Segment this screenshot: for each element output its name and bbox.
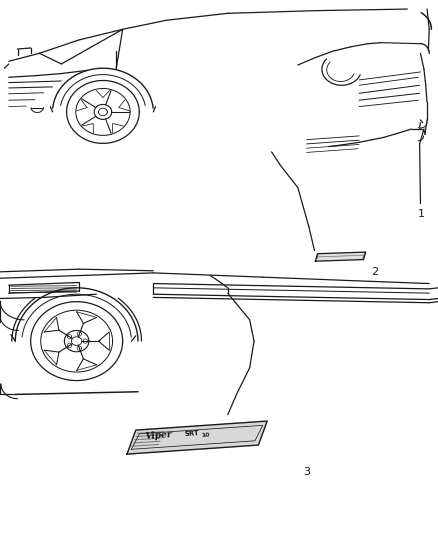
Text: 2: 2 xyxy=(371,267,378,277)
Polygon shape xyxy=(127,421,267,454)
Text: 3: 3 xyxy=(303,467,310,477)
Text: 10: 10 xyxy=(201,432,210,438)
Text: Viper: Viper xyxy=(145,430,172,441)
Text: SRT: SRT xyxy=(184,430,199,438)
Text: 1: 1 xyxy=(418,209,425,219)
Polygon shape xyxy=(315,252,366,261)
